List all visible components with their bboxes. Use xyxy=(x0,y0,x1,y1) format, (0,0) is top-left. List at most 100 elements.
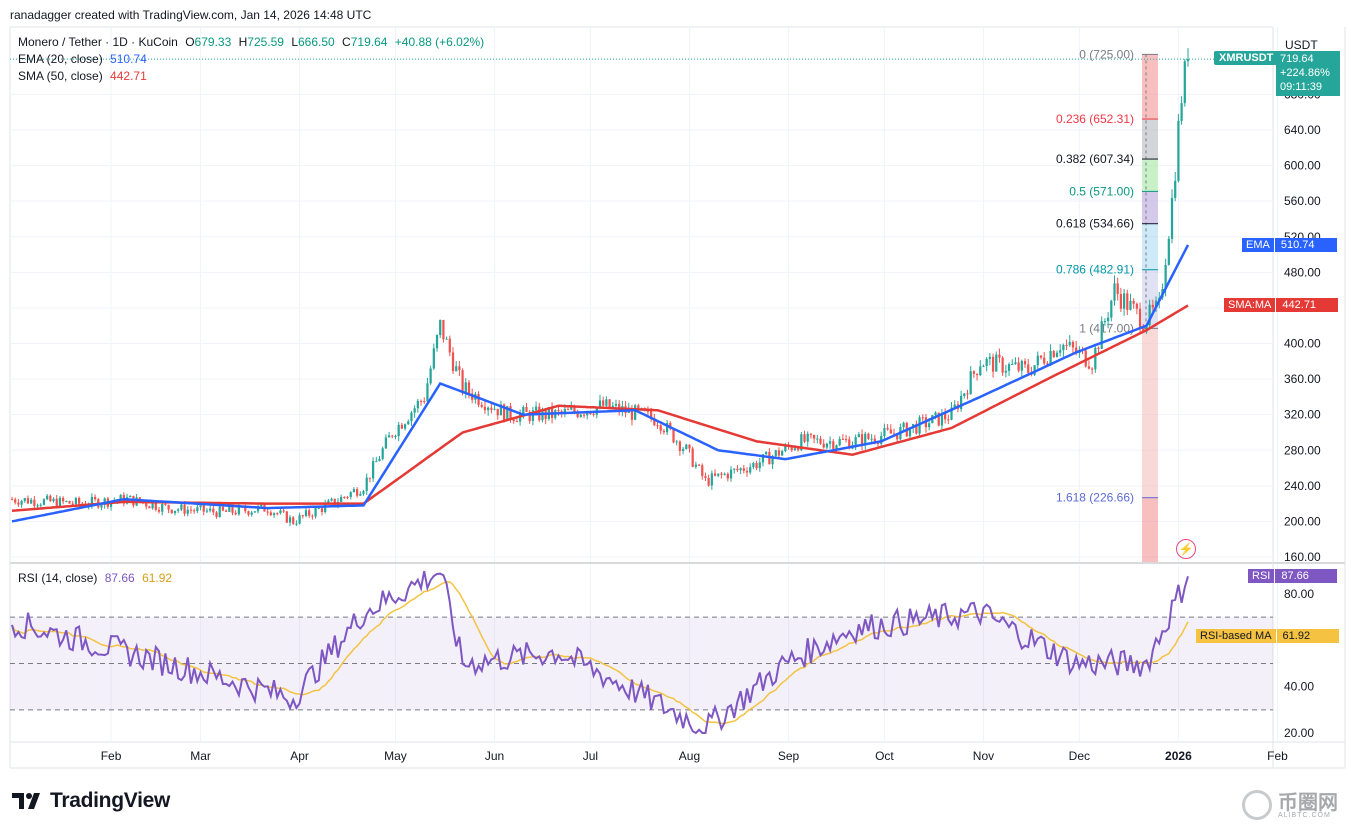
candle xyxy=(819,438,822,444)
candle xyxy=(1017,362,1020,371)
candle xyxy=(1001,357,1004,373)
watermark-sub: ALIBTC.COM xyxy=(1278,811,1331,819)
ema-badge-label: EMA xyxy=(1242,238,1274,252)
candle xyxy=(765,451,768,455)
candle xyxy=(269,512,272,516)
candle xyxy=(761,454,765,463)
price-tick-label: 200.00 xyxy=(1284,514,1321,528)
candle xyxy=(256,506,260,512)
sma-legend[interactable]: SMA (50, close) 442.71 xyxy=(18,69,147,83)
candle xyxy=(857,434,860,438)
candle xyxy=(844,439,848,441)
candle xyxy=(445,338,448,340)
candle xyxy=(602,400,605,406)
candle xyxy=(381,448,384,459)
candle xyxy=(886,428,889,430)
candle xyxy=(378,458,381,462)
candle xyxy=(487,407,490,411)
price-badge-price: 719.64 xyxy=(1280,53,1314,65)
candle xyxy=(841,438,844,440)
candle xyxy=(582,414,586,416)
candle xyxy=(26,498,30,504)
candle xyxy=(665,422,669,433)
candle xyxy=(915,424,918,434)
price-tick-label: 600.00 xyxy=(1284,159,1321,173)
symbol-badge: XMRUSDT xyxy=(1214,51,1279,65)
symbol-name[interactable]: Monero / Tether · 1D · KuCoin xyxy=(18,35,178,49)
candle xyxy=(944,413,947,420)
candle xyxy=(812,434,816,439)
candle xyxy=(20,500,23,505)
watermark: 币圈网 ALIBTC.COM xyxy=(1242,790,1338,820)
candle xyxy=(733,468,736,470)
candle xyxy=(959,395,963,410)
time-tick-label: Jul xyxy=(583,749,598,763)
candle xyxy=(739,468,742,471)
candle xyxy=(854,437,857,446)
candle xyxy=(193,510,196,512)
candle xyxy=(276,513,279,515)
tradingview-logo[interactable]: TradingView xyxy=(12,789,170,813)
tradingview-mark-icon xyxy=(12,791,46,811)
candle xyxy=(614,403,618,406)
candle xyxy=(483,406,487,411)
candle xyxy=(288,517,292,523)
candle xyxy=(1138,308,1142,329)
candle xyxy=(1046,363,1049,365)
candle xyxy=(448,338,451,353)
candle xyxy=(822,443,825,448)
candle xyxy=(752,462,755,468)
candle xyxy=(966,393,969,395)
candle xyxy=(908,428,912,437)
candle xyxy=(790,447,793,451)
candle xyxy=(311,515,314,517)
candle xyxy=(1052,351,1055,358)
candle xyxy=(995,354,998,372)
candle xyxy=(164,503,167,505)
candle xyxy=(1183,61,1186,104)
candle xyxy=(400,424,403,429)
rsi-badge: RSI 87.66 xyxy=(1248,569,1338,583)
lightning-icon[interactable]: ⚡ xyxy=(1176,539,1196,559)
candle xyxy=(55,498,58,508)
candle xyxy=(1027,364,1030,373)
candle xyxy=(260,504,263,507)
candle xyxy=(23,498,26,501)
candle xyxy=(1087,366,1091,369)
candle xyxy=(749,467,752,473)
candle xyxy=(573,407,576,413)
candle xyxy=(371,461,375,479)
candle xyxy=(346,496,349,498)
candle xyxy=(1132,300,1135,304)
candle xyxy=(525,406,528,412)
candle xyxy=(218,506,221,518)
candle xyxy=(803,434,806,442)
candle xyxy=(797,448,800,451)
candle xyxy=(630,408,634,420)
candle xyxy=(726,473,729,479)
rsi-legend-label: RSI (14, close) xyxy=(18,571,98,585)
candle xyxy=(723,473,726,475)
currency-label[interactable]: USDT xyxy=(1285,38,1318,52)
price-tick-label: 480.00 xyxy=(1284,265,1321,279)
fib-zone-band xyxy=(1142,497,1158,562)
candle xyxy=(1135,303,1138,309)
candle xyxy=(784,445,787,452)
candle xyxy=(506,406,509,422)
candle xyxy=(298,515,301,524)
candle xyxy=(368,477,372,479)
ema-legend[interactable]: EMA (20, close) 510.74 xyxy=(18,52,147,66)
fib-level-label: 1.618 (226.66) xyxy=(1056,491,1134,505)
high-label: H xyxy=(238,35,248,49)
candle xyxy=(1091,368,1094,370)
candle xyxy=(205,510,209,512)
candle xyxy=(704,476,707,478)
candle xyxy=(36,505,39,507)
candle xyxy=(467,382,471,394)
candle xyxy=(934,412,937,416)
rsi-legend[interactable]: RSI (14, close) 87.66 61.92 xyxy=(18,571,172,585)
candle xyxy=(343,496,346,498)
price-tick-label: 160.00 xyxy=(1284,550,1321,564)
time-tick-label: Mar xyxy=(190,749,211,763)
